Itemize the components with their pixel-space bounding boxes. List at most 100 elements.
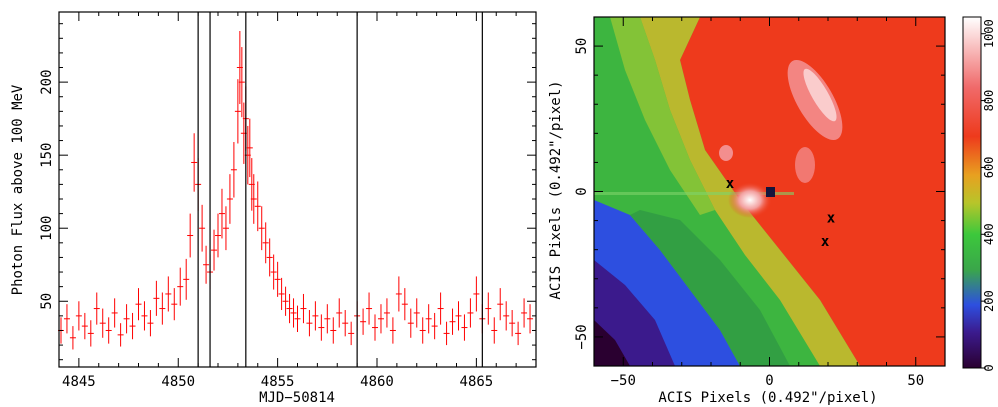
data-point bbox=[199, 204, 206, 252]
data-point bbox=[274, 261, 281, 297]
data-point bbox=[234, 79, 241, 144]
source-marker: x bbox=[827, 211, 836, 227]
acis-y-ticks: −50 0 50 bbox=[574, 38, 945, 350]
data-point bbox=[360, 308, 367, 335]
data-point bbox=[473, 276, 480, 312]
data-point bbox=[262, 222, 269, 264]
data-point bbox=[413, 298, 420, 328]
data-point bbox=[407, 308, 414, 338]
data-point bbox=[491, 317, 498, 344]
light-curve-x-axis-label: MJD−50814 bbox=[259, 390, 335, 406]
data-point bbox=[509, 310, 516, 337]
data-point bbox=[366, 292, 373, 325]
colorbar-gradient bbox=[962, 16, 982, 369]
y-tick-label: 50 bbox=[574, 38, 590, 55]
x-tick-label: 4845 bbox=[62, 374, 96, 390]
data-point bbox=[497, 288, 504, 321]
data-point bbox=[521, 298, 528, 328]
colorbar-tick-label: 600 bbox=[982, 157, 996, 179]
light-curve-y-axis-label: Photon Flux above 100 MeV bbox=[10, 84, 26, 295]
data-point bbox=[286, 293, 293, 324]
colorbar-tick-label: 200 bbox=[982, 290, 996, 312]
data-point bbox=[99, 308, 106, 338]
data-point bbox=[222, 206, 229, 251]
acis-y-axis-label: ACIS Pixels (0.492"/pixel) bbox=[548, 80, 564, 299]
data-point bbox=[282, 286, 289, 316]
data-point bbox=[63, 304, 70, 334]
data-point bbox=[203, 245, 210, 284]
colorbar-tick-label: 1000 bbox=[982, 19, 996, 48]
acis-image-map bbox=[594, 17, 945, 366]
data-point bbox=[254, 181, 261, 232]
data-point bbox=[389, 317, 396, 344]
y-tick-label: 100 bbox=[39, 216, 55, 241]
y-tick-label: −50 bbox=[574, 324, 590, 349]
data-point bbox=[258, 206, 265, 251]
data-point bbox=[377, 304, 384, 334]
data-point bbox=[153, 280, 160, 316]
data-point bbox=[93, 292, 100, 325]
data-point bbox=[270, 254, 277, 290]
acis-x-ticks: −50 0 50 bbox=[611, 17, 924, 389]
x-tick-label: 50 bbox=[907, 373, 924, 389]
source-marker: x bbox=[821, 234, 830, 250]
data-point bbox=[294, 305, 301, 332]
acis-source-markers: xxx bbox=[726, 176, 836, 250]
data-point bbox=[515, 321, 522, 346]
y-tick-label: 200 bbox=[39, 69, 55, 94]
light-curve-x-ticks: 4845 4850 4855 4860 4865 bbox=[58, 12, 537, 390]
data-point bbox=[246, 118, 253, 178]
data-point bbox=[395, 276, 402, 312]
x-tick-label: 4865 bbox=[460, 374, 494, 390]
colorbar-tick-label: 0 bbox=[982, 364, 996, 371]
data-point bbox=[455, 301, 462, 331]
data-point bbox=[226, 174, 233, 224]
data-point bbox=[69, 326, 76, 350]
data-point bbox=[211, 229, 218, 271]
data-point bbox=[372, 314, 379, 341]
data-point bbox=[290, 298, 297, 328]
data-point bbox=[342, 310, 349, 337]
data-point bbox=[171, 288, 178, 321]
data-point bbox=[111, 298, 118, 328]
x-tick-label: −50 bbox=[611, 373, 636, 389]
data-point bbox=[425, 304, 432, 334]
data-point bbox=[467, 298, 474, 328]
data-point bbox=[266, 238, 273, 277]
data-point bbox=[461, 314, 468, 341]
data-point bbox=[300, 293, 307, 324]
data-point bbox=[250, 174, 257, 224]
data-point bbox=[527, 304, 534, 334]
data-point bbox=[443, 321, 450, 346]
data-point bbox=[87, 320, 94, 347]
data-point bbox=[318, 314, 325, 341]
data-point bbox=[165, 276, 172, 312]
data-point bbox=[75, 301, 82, 331]
data-point bbox=[123, 304, 130, 334]
data-point bbox=[187, 213, 194, 258]
data-point bbox=[431, 312, 438, 340]
data-point bbox=[324, 304, 331, 334]
y-tick-label: 50 bbox=[39, 293, 55, 310]
light-curve-y-ticks: 50 100 150 200 bbox=[39, 23, 536, 361]
y-tick-label: 0 bbox=[574, 187, 590, 195]
central-dark-source bbox=[766, 187, 775, 197]
data-point bbox=[330, 317, 337, 344]
data-point bbox=[383, 298, 390, 328]
colorbar-ticks: 0 200 400 600 800 1000 bbox=[981, 19, 996, 372]
data-point bbox=[336, 298, 343, 328]
colorbar-tick-label: 800 bbox=[982, 90, 996, 112]
data-point bbox=[105, 317, 112, 344]
data-point bbox=[135, 288, 142, 321]
data-point bbox=[306, 310, 313, 337]
light-curve-panel: 4845 4850 4855 4860 4865 50 100 150 200 MJD−508… bbox=[10, 11, 537, 406]
acis-x-axis-label: ACIS Pixels (0.492"/pixel) bbox=[658, 390, 877, 406]
data-point bbox=[177, 267, 184, 306]
data-point bbox=[312, 301, 319, 331]
light-curve-points bbox=[57, 30, 534, 350]
light-curve-vertical-lines bbox=[197, 12, 483, 367]
data-point bbox=[147, 310, 154, 337]
x-tick-label: 4850 bbox=[161, 374, 195, 390]
